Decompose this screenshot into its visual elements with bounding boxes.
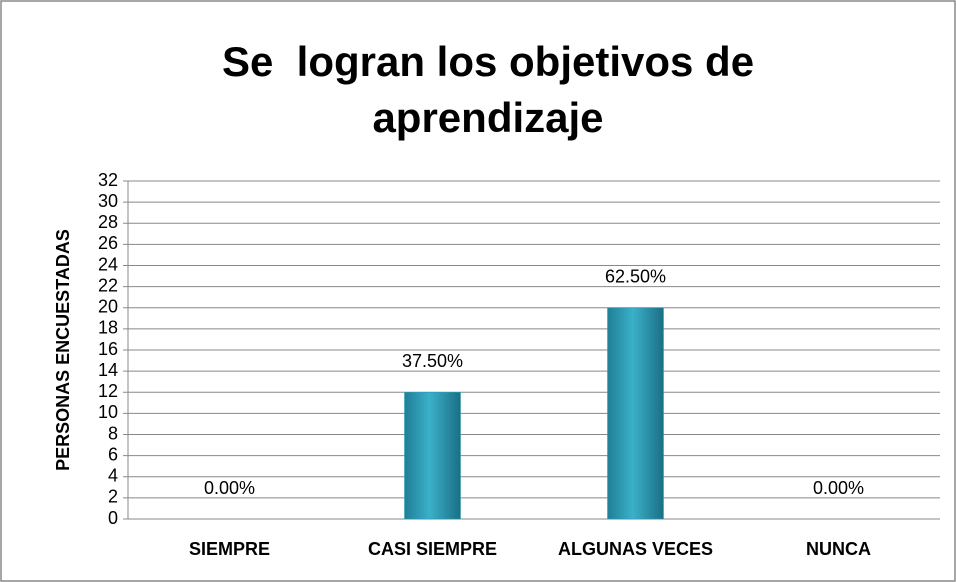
y-tick-label: 6	[108, 444, 118, 464]
data-label: 0.00%	[204, 478, 255, 498]
y-tick-label: 2	[108, 487, 118, 507]
y-tick-label: 22	[98, 275, 118, 295]
y-tick-label: 12	[98, 381, 118, 401]
x-tick-label: ALGUNAS VECES	[558, 539, 713, 559]
data-label: 62.50%	[605, 267, 666, 287]
data-label: 0.00%	[813, 478, 864, 498]
y-tick-label: 18	[98, 318, 118, 338]
y-tick-label: 26	[98, 233, 118, 253]
y-tick-label: 32	[98, 170, 118, 190]
y-axis-label: PERSONAS ENCUESTADAS	[53, 229, 73, 471]
data-label: 37.50%	[402, 351, 463, 371]
x-tick-label: CASI SIEMPRE	[368, 539, 497, 559]
y-tick-label: 30	[98, 191, 118, 211]
y-tick-label: 16	[98, 339, 118, 359]
y-tick-label: 28	[98, 212, 118, 232]
chart-title: Se logran los objetivos de aprendizaje	[221, 38, 766, 141]
y-tick-label: 8	[108, 423, 118, 443]
x-tick-label: NUNCA	[806, 539, 871, 559]
x-tick-label: SIEMPRE	[189, 539, 270, 559]
y-tick-label: 14	[98, 360, 118, 380]
y-tick-label: 24	[98, 254, 118, 274]
bar	[404, 392, 461, 520]
y-tick-label: 4	[108, 466, 118, 486]
y-tick-label: 0	[108, 508, 118, 528]
y-tick-label: 20	[98, 297, 118, 317]
y-tick-label: 10	[98, 402, 118, 422]
bar	[607, 307, 664, 520]
